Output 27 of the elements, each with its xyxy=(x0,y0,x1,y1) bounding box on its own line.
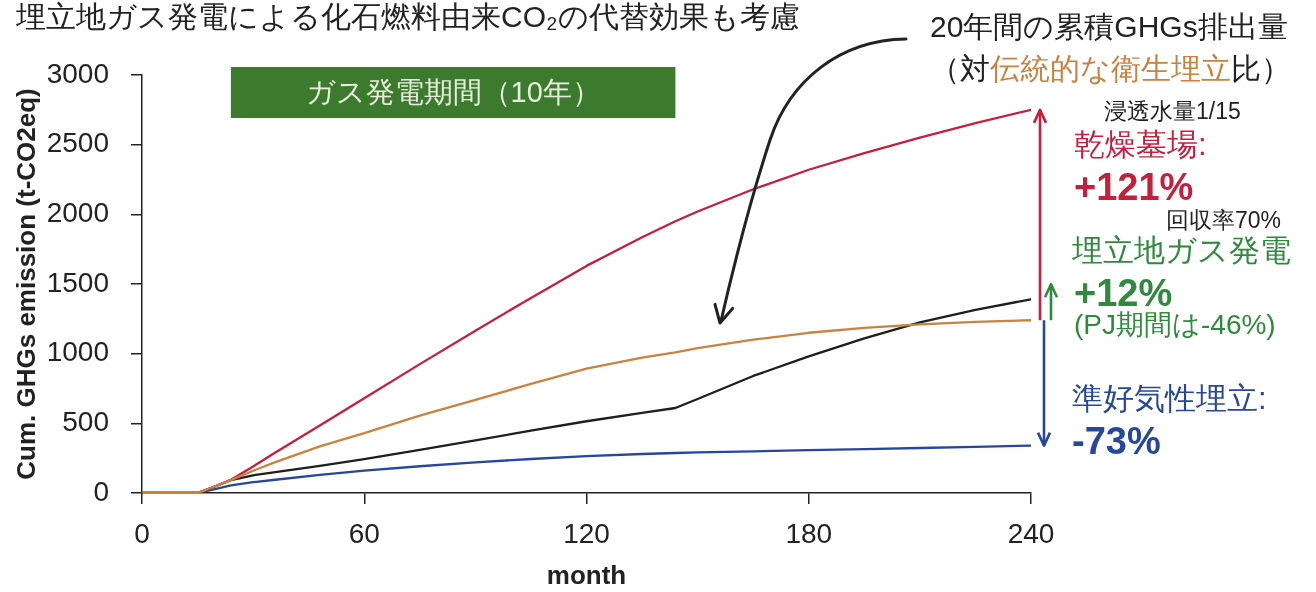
text: 伝統的な衛生埋立 xyxy=(990,52,1231,85)
text: 回収率70% xyxy=(1166,207,1282,233)
y-tick-label: 500 xyxy=(62,406,109,438)
chart-title: 埋立地ガス発電による化石燃料由来CO₂の代替効果も考慮 xyxy=(16,0,800,33)
band-label: ガス発電期間（10年） xyxy=(305,76,601,108)
text: 20年間の累積GHGs排出量 xyxy=(930,10,1288,43)
series-label: 準好気性埋立: xyxy=(1072,381,1267,416)
text: 浸透水量1/15 xyxy=(1104,98,1241,124)
y-axis-title: Cum. GHGs emission (t-CO2eq) xyxy=(10,88,41,480)
text: 比） xyxy=(1231,52,1291,85)
y-tick-label: 0 xyxy=(93,475,109,507)
y-tick-label: 1000 xyxy=(46,336,109,368)
x-tick-label: 0 xyxy=(134,517,150,549)
text: -73% xyxy=(1072,420,1161,462)
y-tick-label: 2000 xyxy=(46,197,109,229)
y-tick-label: 2500 xyxy=(46,127,109,159)
text: 埋立地ガス発電 xyxy=(1072,233,1291,268)
text: +121% xyxy=(1074,166,1194,208)
y-tick-label: 3000 xyxy=(46,57,109,89)
x-axis-title: month xyxy=(546,559,627,590)
x-tick-label: 60 xyxy=(348,517,380,549)
x-tick-label: 240 xyxy=(1007,517,1055,549)
x-tick-label: 180 xyxy=(785,517,833,549)
annotation: （対 xyxy=(930,52,990,85)
series-label: 乾燥墓場: xyxy=(1074,127,1207,162)
y-tick-label: 1500 xyxy=(46,266,109,298)
x-tick-label: 120 xyxy=(563,517,610,549)
